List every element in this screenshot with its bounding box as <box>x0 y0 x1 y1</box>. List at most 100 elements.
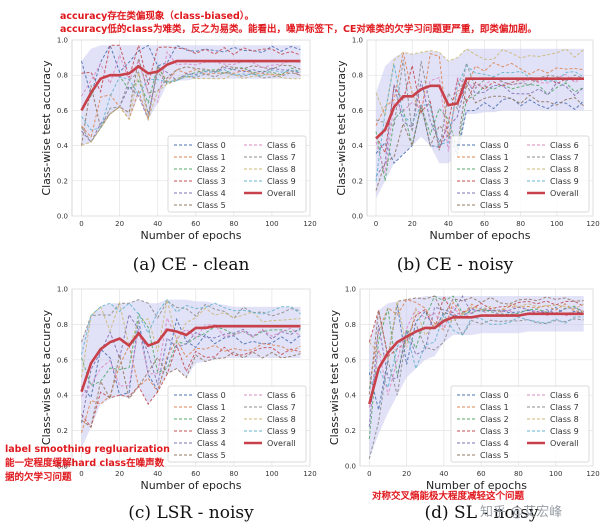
y-tick-label: 0.4 <box>345 392 357 400</box>
legend-label: Overall <box>267 439 296 448</box>
y-tick-label: 1.0 <box>57 37 68 45</box>
class-0-line <box>368 304 584 410</box>
class-8-line <box>81 299 301 378</box>
legend-label: Class 9 <box>267 177 296 186</box>
legend-label: Overall <box>550 439 579 448</box>
x-tick-label: 60 <box>477 470 486 478</box>
chart-panel-1: 0.0 0.2 0.4 0.6 0.8 1.0 0 20 40 60 80 100 120 Number … <box>335 37 600 276</box>
note-lsr-line1: label smoothing regluarization <box>5 444 170 455</box>
x-tick-label: 80 <box>516 220 525 228</box>
legend-label: Class 5 <box>197 201 226 210</box>
class-2-line <box>81 312 301 387</box>
legend-label: Class 4 <box>197 189 226 198</box>
legend-label: Class 2 <box>197 165 226 174</box>
note-top-line1: accuracy存在类偏现象（class-biased）。 <box>60 10 254 22</box>
legend-label: Class 9 <box>550 427 579 436</box>
y-tick-label: 0.8 <box>57 321 68 329</box>
class-3-line <box>81 344 301 429</box>
y-tick-label: 0.6 <box>352 107 364 115</box>
legend-box <box>450 135 590 213</box>
x-tick-label: 0 <box>374 220 378 228</box>
legend-label: Class 7 <box>267 153 296 162</box>
legend-label: Class 4 <box>480 189 509 198</box>
x-axis-title: Number of epochs <box>426 479 527 492</box>
legend-box <box>167 385 307 463</box>
x-axis-title: Number of epochs <box>429 229 530 242</box>
legend-label: Class 6 <box>267 141 296 150</box>
legend-label: Class 2 <box>480 415 509 424</box>
class-3-line <box>368 294 584 358</box>
legend-label: Class 0 <box>197 391 226 400</box>
class-5-line <box>368 295 584 395</box>
legend-label: Class 2 <box>197 415 226 424</box>
x-axis-title: Number of epochs <box>140 479 241 492</box>
panel-caption: (b) CE - noisy <box>397 255 514 275</box>
class-5-line <box>81 351 301 428</box>
legend-label: Class 9 <box>267 427 296 436</box>
x-tick-label: 100 <box>265 470 278 478</box>
class-7-line <box>375 59 585 151</box>
class-0-line <box>81 44 301 98</box>
legend-label: Class 5 <box>480 451 509 460</box>
class-3-line <box>81 43 301 94</box>
x-tick-label: 120 <box>586 220 599 228</box>
chart-panel-0: 0.0 0.2 0.4 0.6 0.8 1.0 0 20 40 60 80 100 120 Number … <box>40 37 317 276</box>
legend-label: Class 4 <box>197 439 226 448</box>
legend-label: Class 1 <box>197 153 226 162</box>
class-5-line <box>375 82 585 191</box>
class-8-line <box>375 48 585 118</box>
legend-label: Class 3 <box>480 427 509 436</box>
legend-label: Class 5 <box>197 451 226 460</box>
y-axis-title: Class-wise test accuracy <box>328 309 341 445</box>
class-7-line <box>81 70 301 144</box>
y-tick-label: 1.0 <box>345 286 356 294</box>
x-tick-label: 60 <box>191 220 200 228</box>
x-tick-label: 20 <box>115 470 124 478</box>
x-axis-title: Number of epochs <box>140 229 241 242</box>
y-axis-title: Class-wise test accuracy <box>40 60 53 196</box>
class-6-line <box>81 316 301 397</box>
panel-caption: (a) CE - clean <box>133 255 250 275</box>
x-tick-label: 20 <box>408 220 417 228</box>
overall-line <box>80 59 301 112</box>
legend-label: Class 1 <box>480 153 509 162</box>
x-tick-label: 100 <box>549 470 562 478</box>
class-1-line <box>81 339 301 433</box>
x-tick-label: 80 <box>229 220 238 228</box>
y-tick-label: 1.0 <box>57 286 68 294</box>
class-6-line <box>368 306 584 408</box>
y-tick-label: 0.0 <box>345 463 356 471</box>
x-tick-label: 120 <box>303 470 316 478</box>
y-tick-label: 1.0 <box>352 37 363 45</box>
class-1-line <box>81 65 301 139</box>
overall-line <box>80 324 301 393</box>
legend-label: Class 7 <box>550 403 579 412</box>
y-tick-label: 0.2 <box>352 177 363 185</box>
x-tick-label: 40 <box>153 470 162 478</box>
legend-label: Class 8 <box>550 165 579 174</box>
legend-label: Overall <box>267 189 296 198</box>
watermark: 知乎 @艾宏峰 <box>480 504 562 520</box>
y-tick-label: 0.4 <box>352 142 364 150</box>
chart-panel-2: 0.0 0.2 0.4 0.6 0.8 1.0 0 20 40 60 80 100 120 Number … <box>40 286 317 524</box>
class-range-band <box>369 296 584 459</box>
x-tick-label: 0 <box>79 470 83 478</box>
x-tick-label: 120 <box>303 220 316 228</box>
y-axis-title: Class-wise test accuracy <box>335 60 348 196</box>
legend-label: Class 6 <box>550 141 579 150</box>
y-tick-label: 0.0 <box>352 213 363 221</box>
class-5-line <box>81 58 301 146</box>
y-tick-label: 0.6 <box>345 356 357 364</box>
class-9-line <box>81 68 301 131</box>
x-tick-label: 0 <box>79 220 83 228</box>
overall-line <box>375 77 584 140</box>
x-tick-label: 60 <box>191 470 200 478</box>
x-tick-label: 120 <box>586 470 599 478</box>
legend-label: Class 6 <box>550 391 579 400</box>
x-tick-label: 80 <box>229 470 238 478</box>
class-9-line <box>368 313 584 389</box>
y-tick-label: 0.4 <box>57 392 69 400</box>
legend-label: Class 1 <box>480 403 509 412</box>
legend-label: Class 8 <box>267 165 296 174</box>
